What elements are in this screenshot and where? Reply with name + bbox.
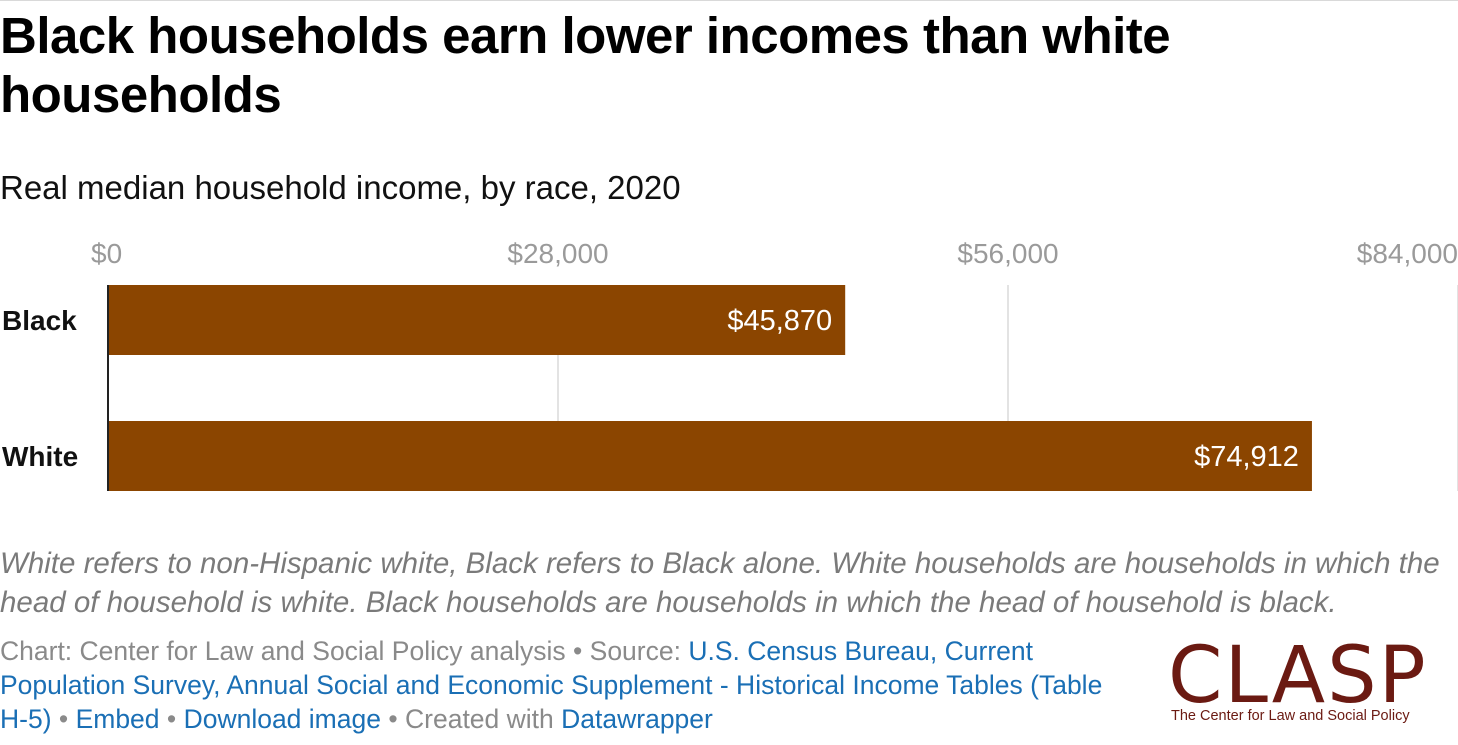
footer-separator: • — [166, 704, 177, 734]
created-with-prefix: Created with — [405, 704, 554, 734]
footer-separator: • — [58, 704, 69, 734]
source-prefix: Source: — [589, 636, 681, 666]
chart-credit: Chart: Center for Law and Social Policy … — [0, 636, 566, 666]
x-tick-label: $84,000 — [1357, 238, 1458, 269]
download-image-link[interactable]: Download image — [183, 704, 381, 734]
source-link[interactable]: U.S. Census Bureau, Current Population S… — [0, 636, 1103, 734]
category-label: White — [2, 441, 78, 472]
x-tick-label: $28,000 — [507, 238, 608, 269]
value-label: $74,912 — [1194, 441, 1299, 473]
chart-title: Black households earn lower incomes than… — [0, 7, 1171, 123]
bar-white — [108, 421, 1312, 491]
footer-separator: • — [388, 704, 398, 734]
logo-tagline: The Center for Law and Social Policy — [1171, 708, 1410, 724]
footer-separator: • — [572, 636, 583, 666]
x-tick-label: $56,000 — [957, 238, 1058, 269]
chart-subtitle: Real median household income, by race, 2… — [0, 169, 681, 206]
x-tick-label: $0 — [91, 238, 122, 269]
clasp-logo: CLASP The Center for Law and Social Poli… — [1168, 631, 1443, 732]
logo-wordmark: CLASP — [1168, 631, 1428, 721]
chart-notes: White refers to non-Hispanic white, Blac… — [0, 547, 1440, 619]
chart-footer: Chart: Center for Law and Social Policy … — [0, 634, 1120, 736]
top-rule — [0, 0, 1458, 1]
bar-black — [108, 285, 846, 355]
category-label: Black — [2, 305, 77, 336]
datawrapper-link[interactable]: Datawrapper — [561, 704, 713, 734]
embed-link[interactable]: Embed — [75, 704, 160, 734]
value-label: $45,870 — [727, 305, 832, 337]
bar-chart: $0 $28,000 $56,000 $84,000 Black $45,870 White… — [2, 238, 1458, 491]
